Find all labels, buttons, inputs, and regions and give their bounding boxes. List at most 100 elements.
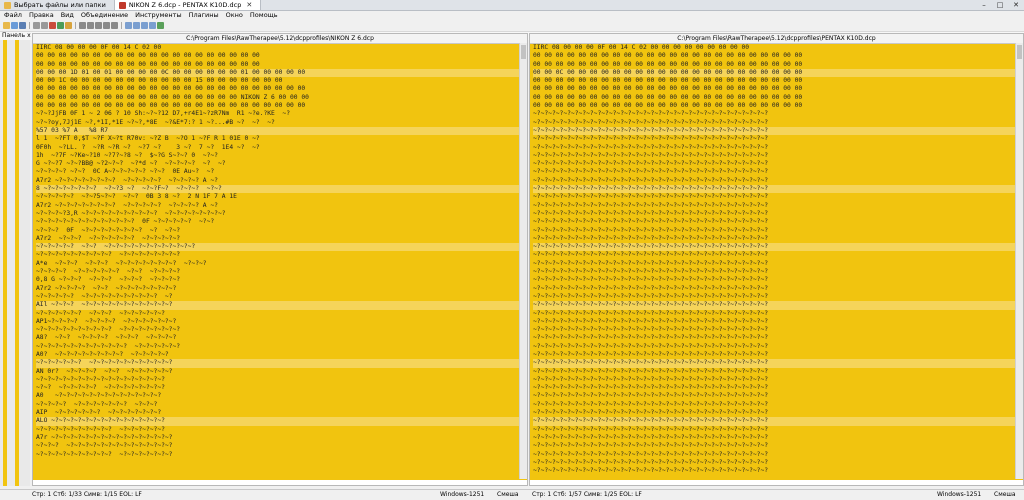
hex-line[interactable]: ~?~?~?~?~?~?~?~?~?~?~?~?~?~?~?~?~?~?~?~?…	[533, 442, 769, 450]
hex-line[interactable]: A7r2 ~?~?~? ~?~?~?~?~?~? ~?~?~?~?~?	[36, 234, 181, 242]
minimize-icon[interactable]: –	[982, 1, 986, 9]
hex-line[interactable]: 00 00 1C 00 00 00 00 00 00 00 00 00 00 0…	[36, 77, 283, 85]
hex-line[interactable]: ~?~?~?~?~?~?~?~?~?~?~?~?~?~?~?~?~?~?~?~?…	[533, 309, 769, 317]
hex-line[interactable]: ~?~?~?~?~?~?~?~?~?~?~?~?~?~?~?~?~?~?~?~?…	[533, 400, 769, 408]
hex-line[interactable]: ~?~?~?~?~? ~?~? ~?~?~?~?~?~?~?~?~?~?~?~?	[36, 243, 527, 252]
hex-line[interactable]: 00 00 00 00 00 00 00 00 00 00 00 00 00 0…	[36, 93, 309, 101]
hex-line[interactable]: ~?~?JjFB 0F 1 ~ 2 06 ? 10 Sh:~?~?12 D7,+…	[36, 110, 291, 118]
new-icon[interactable]	[3, 21, 10, 29]
right-scroll-thumb[interactable]	[1017, 45, 1022, 59]
hex-line[interactable]: IIRC 08 00 00 00 0F 00 14 C 02 00 00 00 …	[533, 44, 750, 51]
hex-line[interactable]: ~?~?~? ~?~?~?~?~?~?~?~?~?~?~?~?~?~?	[36, 442, 173, 450]
hex-line[interactable]: 00 00 00 00 00 00 00 00 00 00 00 00 00 0…	[533, 77, 803, 85]
hex-line[interactable]: ~?~?~?~?~?~?~?~?~?~?~?~?~?~?~?~?~?~?~?~?…	[533, 458, 769, 466]
hex-line[interactable]: ~?~?~?~?~?~?~?~?~?~?~?~?~?~?~?~?~?~?~?~?…	[533, 168, 769, 176]
right-scrollbar[interactable]	[1015, 43, 1023, 479]
redo-icon[interactable]	[41, 21, 48, 29]
hex-line[interactable]: ~?~?~?~?~?~?~?~?~?~?~?~?~?~?~?~?~?~?~?~?…	[533, 409, 769, 417]
hex-line[interactable]: ~?~?~?~?3,R ~?~?~?~?~?~?~?~?~?~? ~?~?~?~…	[36, 209, 226, 217]
hex-line[interactable]: ~?~?~?~?~?~?~?~?~?~?~?~?~?~?~?~?~?~?~?~?…	[533, 375, 769, 383]
hex-line[interactable]: ~?~?~?~?~?~?~?~?~?~?~?~?~?~?~?~?~?~?~?~?…	[533, 292, 769, 300]
hex-line[interactable]: 8 ~?~?~?~?~?~?~? ~?~?3 ~? ~?~?F~? ~?~?~?…	[36, 185, 527, 194]
left-scrollbar[interactable]	[519, 43, 527, 479]
hex-line[interactable]: 00 00 00 00 00 00 00 00 00 00 00 00 00 0…	[533, 93, 803, 101]
location-pane[interactable]	[0, 40, 30, 486]
menu-window[interactable]: Окно	[225, 11, 243, 19]
close-tab-icon[interactable]: ✕	[246, 1, 253, 9]
left-hex-view[interactable]: IIRC 08 00 00 00 0F 00 14 C 02 00 00 00 0…	[33, 44, 527, 480]
hex-line[interactable]: ~?~?~?~?~?~?~?~?~?~?~?~?~?~?~?~?~?~?~?~?…	[533, 425, 769, 433]
hex-line[interactable]: ~?~?~?~?~?~?~?~?~?~?~?~?~?~?~?~?~?~?~?~?…	[533, 259, 769, 267]
hex-line[interactable]: ~?~?~?~? ~?~?~?~?~?~?~? ~?~?~?	[36, 400, 158, 408]
hex-line[interactable]: ~?~?~?~?~?~?~?~?~?~?~?~?~?~?~?~?~?~?~?~?…	[533, 243, 1023, 252]
hex-line[interactable]: 00 00 00 00 00 00 00 00 00 00 00 00 00 0…	[533, 85, 803, 93]
hex-line[interactable]: ~?~?~?~?~?~?~?~?~?~?~?~? ~?~?~?~?~?~?	[36, 342, 181, 350]
hex-line[interactable]: %57 03 %7 A %8 R7	[36, 126, 527, 136]
right-encoding[interactable]: Windows-1251	[937, 491, 982, 498]
hex-line[interactable]: 00 00 00 1D 01 00 01 00 00 00 00 0C 00 0…	[36, 68, 527, 78]
hex-line[interactable]: ~?~?~?~?~?~?~?~?~?~?~?~?~?~?~?~?~?~?~?~?…	[533, 317, 769, 325]
hex-line[interactable]: ~?~?~?~?~?~?~?~?~?~?~?~?~?~?~?~?~?~?~?~?…	[533, 342, 769, 350]
hex-line[interactable]: ~?~?~?~?~?~?~?~?~?~?~?~?~?~?~?~?~?~?~?~?…	[533, 334, 769, 342]
hex-line[interactable]: ~?~?~?~?~?~?~?~?~?~?~?~?~?~?~?~?~?~?~?~?…	[533, 193, 769, 201]
hex-line[interactable]: AIP ~?~?~?~?~?~? ~?~?~?~?~?~?~?	[36, 409, 162, 417]
hex-line[interactable]: l 1 ~?FT 0,$T ~?F X~?t R70v: ~?Z B ~?O 1…	[36, 135, 260, 143]
hex-line[interactable]: ~?~?~?~?~?~?~?~?~?~?~?~?~?~?~?~?~?~?~?~?…	[533, 284, 769, 292]
hex-line[interactable]: ~?~?~?~?~?~?~?~?~?~?~?~?~?~?~?~?~?~?~?~?…	[533, 433, 769, 441]
menu-plugins[interactable]: Плагины	[188, 11, 219, 19]
hex-line[interactable]: ~?~?~?~?~?~?~?~?~?~?~?~?~?~?~?~?~?~?~?~?…	[533, 359, 1023, 368]
hex-line[interactable]: 00 00 00 00 00 00 00 00 00 00 00 00 00 0…	[36, 52, 260, 60]
hex-line[interactable]: ~?~?~?~?~?~?~?~?~?~?~?~?~?~?~?~?~?~?~?~?…	[533, 226, 769, 234]
hex-line[interactable]: ~?~?~?~?~?~?~?~?~?~?~?~?~?~?~?~?~?~?~?~?…	[533, 151, 769, 159]
next-diff-icon[interactable]	[87, 21, 94, 29]
hex-line[interactable]: IIRC 08 00 00 00 0F 00 14 C 02 00	[36, 44, 162, 51]
hex-line[interactable]: ~?~?~?~?~?~?~?~?~?~?~?~?~?~?~?~?~?~?~?~?…	[533, 185, 1023, 194]
hex-line[interactable]: ~?~?~?~?~?~?~?~?~?~? ~?~?~?~?~?~?~?	[36, 450, 173, 458]
copy-all-left-icon[interactable]	[141, 21, 148, 29]
hex-line[interactable]: AIl ~?~?~? ~?~?~?~?~?~?~?~?~?~?~?~?	[36, 301, 527, 310]
menu-tools[interactable]: Инструменты	[135, 11, 182, 19]
hex-line[interactable]: ~?~?~?~?~?~?~?~?~?~?~?~?~?~?~?~?~?~?~?~?…	[533, 218, 769, 226]
last-diff-icon[interactable]	[103, 21, 110, 29]
hex-line[interactable]: 00 00 00 00 00 00 00 00 00 00 00 00 00 0…	[36, 102, 306, 110]
left-encoding[interactable]: Windows-1251	[440, 491, 485, 498]
hex-line[interactable]: ~?~?~?~?~?~?~?~?~?~?~?~?~?~?~?~?~?	[36, 375, 165, 383]
first-diff-icon[interactable]	[95, 21, 102, 29]
refresh-icon[interactable]	[157, 21, 164, 29]
cut-icon[interactable]	[49, 21, 56, 29]
hex-line[interactable]: A7r ~?~?~?~?~?~?~?~?~?~?~?~?~?~?~?~?	[36, 433, 173, 441]
menu-edit[interactable]: Правка	[28, 11, 54, 19]
hex-line[interactable]: ~?~?~?~?~?~?~?~?~?~?~?~?~?~?~?~?~?~?~?~?…	[533, 234, 769, 242]
maximize-icon[interactable]: □	[996, 1, 1004, 9]
hex-line[interactable]: ~?~?~?~?~?~?~?~?~?~?~?~?~?~?~?~?~?~?~?~?…	[533, 209, 769, 217]
hex-line[interactable]: ~?~?~?~?~?~?~?~?~?~?~?~?~?~?~?~?~?~?~?~?…	[533, 118, 769, 126]
hex-line[interactable]: A7r2 ~?~?~?~?~?~?~?~? ~?~?~?~?~? ~?~?~?~…	[36, 176, 218, 184]
right-hex-view[interactable]: IIRC 08 00 00 00 0F 00 14 C 02 00 00 00 …	[530, 44, 1023, 480]
hex-line[interactable]: ~?~?~?~?~?~?~?~?~?~?~?~?~?~?~?~?~?~?~?~?…	[533, 367, 769, 375]
tab-select-files[interactable]: Выбрать файлы или папки	[0, 0, 115, 10]
hex-line[interactable]: ~?~?~?~?~?~?~?~?~?~?~?~?~?~?~?~?~?~?~?~?…	[533, 160, 769, 168]
current-diff-icon[interactable]	[111, 21, 118, 29]
hex-line[interactable]: ~?~?~?~?~?~?~?~?~?~?~?~?~?~?~?~?~?~?~?~?…	[533, 450, 769, 458]
hex-line[interactable]: ~?~?~?~?~?~?~?~?~?~?~?~?~?~?~?~?~?~?~?~?…	[533, 176, 769, 184]
copy-icon[interactable]	[57, 21, 64, 29]
hex-line[interactable]: ~?~?~? 0F ~?~?~?~?~?~?~?~? ~? ~?~?	[36, 226, 181, 234]
hex-line[interactable]: ~?~?~?~?~?~?~?~?~?~?~?~?~?~?~?~?~?~?~?~?…	[533, 384, 769, 392]
hex-line[interactable]: 0,8 G ~?~?~? ~?~?~? ~?~?~? ~?~?~?~?	[36, 276, 181, 284]
hex-line[interactable]: ~?~?~?~?~?~?~?~?~?~?~?~?~?~?~?~?~?~?~?~?…	[533, 350, 769, 358]
hex-line[interactable]: ~?~?~?~?~?~?~?~?~?~?~?~?~?~?~?~?~?~?~?~?…	[533, 126, 1023, 136]
hex-line[interactable]: A*e ~?~?~? ~?~?~? ~?~?~?~?~?~?~?~? ~?~?~…	[36, 259, 207, 267]
open-icon[interactable]	[11, 21, 18, 29]
hex-line[interactable]: ~?~?~?~?~?~?~?~?~?~?~?~?~? 0F ~?~?~?~?~?…	[36, 218, 215, 226]
save-icon[interactable]	[19, 21, 26, 29]
hex-line[interactable]: AN 0r? ~?~?~?~? ~?~? ~?~?~?~?~?~?	[36, 367, 173, 375]
hex-line[interactable]: ~?~?oy,7Jj1E ~?,*1I,*1E ~?~?,*8E ~?&E*7:…	[36, 118, 275, 126]
hex-line[interactable]: ~?~?~?~?~?~?~?~?~?~?~?~?~?~?~?~?~?~?~?~?…	[533, 110, 769, 118]
close-window-icon[interactable]: ✕	[1013, 1, 1019, 9]
hex-line[interactable]: 00 00 00 00 00 00 00 00 00 00 00 00 00 0…	[533, 52, 803, 60]
hex-line[interactable]: AP1~?~?~?~? ~?~?~?~? ~?~?~?~?~?~?~?	[36, 317, 177, 325]
hex-line[interactable]: ~?~?~?~?~?~?~?~?~?~?~?~?~?~?~?~?~?~?~?~?…	[533, 135, 769, 143]
hex-line[interactable]: ~?~?~?~? ~?~? 0C A~?~?~?~?~? ~?~? 0E Au~…	[36, 168, 215, 176]
hex-line[interactable]: ~?~?~?~?~?~?~?~?~?~?~?~?~?~?~?~?~?~?~?~?…	[533, 326, 769, 334]
menu-merge[interactable]: Объединение	[80, 11, 129, 19]
